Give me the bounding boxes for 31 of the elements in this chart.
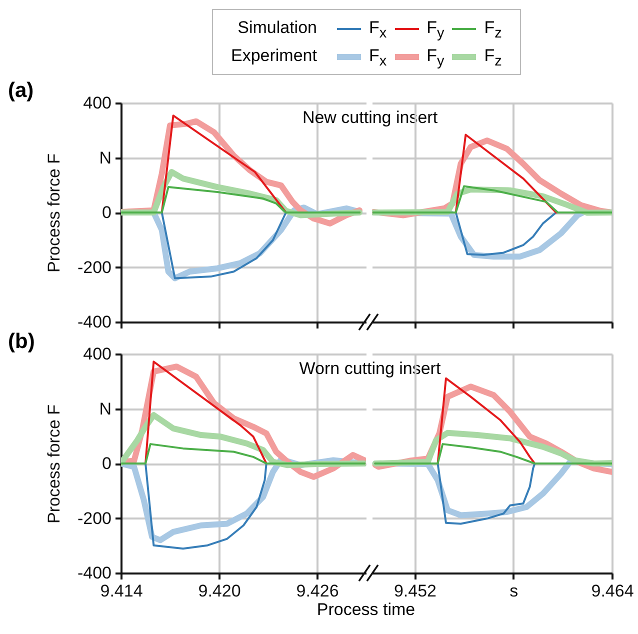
y-tick-label: 400 [83,344,112,364]
x-tick-label: 9.414 [100,582,143,600]
y-axis-title: Process force F [44,404,64,524]
y-tick-label: N [99,399,112,418]
text: Simulation [236,17,318,39]
line-series [121,186,360,214]
x-tick-label: 9.464 [591,582,634,600]
x-tick-label: 9.452 [394,582,437,600]
legend-label: F$_{z}$ [484,46,502,70]
x-tick-label: 9.420 [198,582,241,600]
y-tick-label: N [99,148,112,168]
line-series [121,443,366,464]
text: (b) [8,330,35,354]
y-tick-label: -200 [77,508,112,528]
legend-label: F$_{x}$ [368,46,387,70]
legend-label: F$_{y}$ [426,46,444,70]
x-tick-label: 9.426 [296,582,339,600]
y-tick-label: 0 [102,454,112,473]
y-axis-title: Process force F [44,153,64,273]
y-tick-label: -200 [77,258,112,277]
x-tick-label: s [510,582,518,600]
y-tick-label: -400 [77,312,112,332]
legend-label: F$_{y}$ [426,18,444,42]
legend-label: F$_{z}$ [484,18,502,42]
x-axis-title: Process time [316,600,416,620]
y-tick-label: 0 [102,203,112,222]
text: Experiment [230,45,318,67]
y-tick-label: -400 [77,564,112,582]
legend-label: F$_{x}$ [368,18,387,42]
text: (a) [8,79,34,103]
y-tick-label: 400 [83,94,112,112]
